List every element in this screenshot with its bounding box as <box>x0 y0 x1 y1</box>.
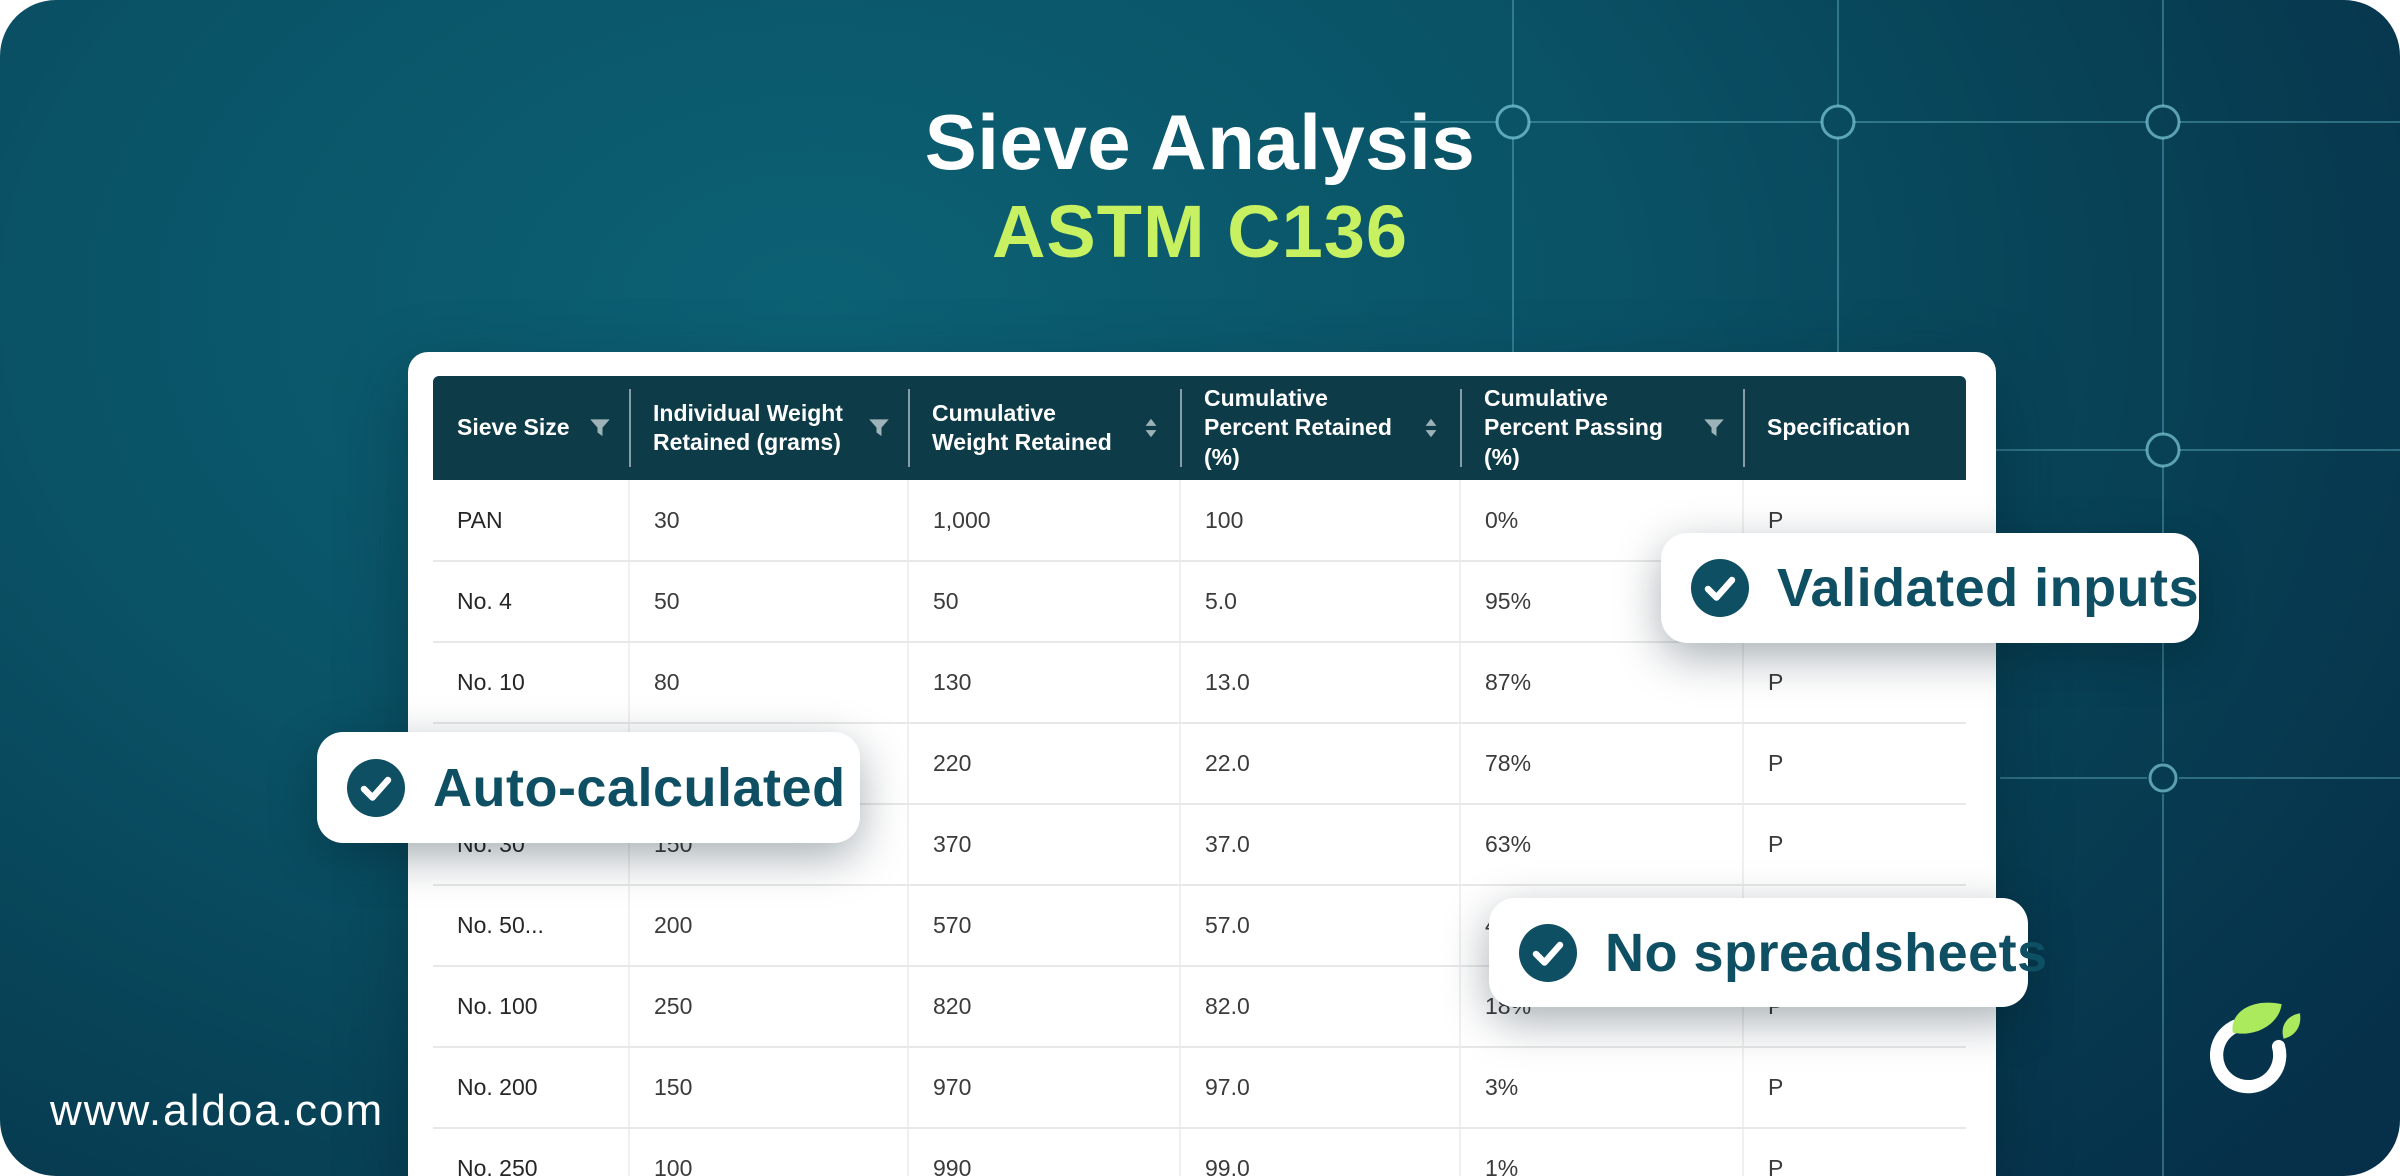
callout-no-spreadsheets: No spreadsheets <box>1489 898 2047 1007</box>
table-cell: 78% <box>1459 723 1743 806</box>
table-cell: 63% <box>1459 804 1743 887</box>
website-url: www.aldoa.com <box>50 1086 385 1135</box>
table-cell: P <box>1742 723 1966 806</box>
table-cell: 50 <box>628 561 908 644</box>
table-cell: 97.0 <box>1179 1047 1460 1130</box>
column-label: Individual Weight Retained (grams) <box>653 399 843 456</box>
table-cell: 570 <box>907 885 1180 968</box>
table-row: No. 250 100 990 99.0 1% P <box>433 1128 1966 1176</box>
filter-icon[interactable] <box>1701 415 1727 441</box>
table-cell: 150 <box>628 1047 908 1130</box>
table-cell: No. 10 <box>433 642 629 725</box>
table-cell: 5.0 <box>1179 561 1460 644</box>
table-cell: 50 <box>907 561 1180 644</box>
table-cell: 1,000 <box>907 480 1180 563</box>
table-cell: 3% <box>1459 1047 1743 1130</box>
table-cell: 1% <box>1459 1128 1743 1176</box>
table-cell: 370 <box>907 804 1180 887</box>
table-cell: 200 <box>628 885 908 968</box>
column-label: Cumulative Percent Retained (%) <box>1204 385 1392 470</box>
table-cell: 220 <box>907 723 1180 806</box>
table-cell: 250 <box>628 966 908 1049</box>
column-label: Cumulative Weight Retained <box>932 399 1112 456</box>
table-cell: 990 <box>907 1128 1180 1176</box>
aldoa-fruit-logo <box>2192 998 2304 1110</box>
table-cell: 820 <box>907 966 1180 1049</box>
table-row: No. 10 80 130 13.0 87% P <box>433 642 1966 725</box>
table-cell: 970 <box>907 1047 1180 1130</box>
table-cell: No. 200 <box>433 1047 629 1130</box>
table-cell: 150 <box>628 804 908 887</box>
column-header-specification[interactable]: Specification <box>1743 376 1966 481</box>
table-cell: No. 50... <box>433 885 629 968</box>
table-cell: P <box>1742 1047 1966 1130</box>
grid-node-icon <box>2148 763 2178 793</box>
table-cell: 57.0 <box>1179 885 1460 968</box>
table-cell: 99.0 <box>1179 1128 1460 1176</box>
callout-auto-calculated: Auto-calculated <box>317 732 860 843</box>
table-cell: 30 <box>628 480 908 563</box>
logo-leaf-small <box>2282 1013 2301 1039</box>
column-label: Cumulative Percent Passing (%) <box>1484 385 1663 470</box>
title-block: Sieve Analysis ASTM C136 <box>0 96 2400 275</box>
column-header-cumulative-percent-retained[interactable]: Cumulative Percent Retained (%) <box>1180 376 1460 481</box>
sort-icon[interactable] <box>1138 415 1164 441</box>
callout-label: Validated inputs <box>1777 558 2200 618</box>
check-icon <box>347 758 405 817</box>
column-header-sieve-size[interactable]: Sieve Size <box>433 376 629 481</box>
table-cell: 22.0 <box>1179 723 1460 806</box>
callout-label: Auto-calculated <box>433 757 846 818</box>
column-header-cumulative-weight-retained[interactable]: Cumulative Weight Retained <box>908 376 1180 481</box>
logo-leaf-big <box>2232 1002 2282 1034</box>
column-header-individual-weight-retained-grams[interactable]: Individual Weight Retained (grams) <box>629 376 908 481</box>
table-cell: P <box>1742 804 1966 887</box>
table-cell: 37.0 <box>1179 804 1460 887</box>
table-cell: PAN <box>433 480 629 563</box>
table-row: No. 169022022.078%P <box>433 723 1966 806</box>
table-cell: P <box>1742 1128 1966 1176</box>
table-cell: No. 100 <box>433 966 629 1049</box>
grid-node-icon <box>2145 432 2181 468</box>
table-cell: 87% <box>1459 642 1743 725</box>
check-icon <box>1691 559 1749 617</box>
table-cell: P <box>1742 642 1966 725</box>
page-title: Sieve Analysis <box>924 98 1476 186</box>
table-cell: 130 <box>907 642 1180 725</box>
callout-label: No spreadsheets <box>1605 922 2048 983</box>
table-cell: 100 <box>1179 480 1460 563</box>
filter-icon[interactable] <box>587 415 613 441</box>
table-cell: 100 <box>628 1128 908 1176</box>
table-cell: No. 4 <box>433 561 629 644</box>
table-cell: No. 250 <box>433 1128 629 1176</box>
filter-icon[interactable] <box>866 415 892 441</box>
table-cell: 13.0 <box>1179 642 1460 725</box>
column-label: Sieve Size <box>457 414 570 441</box>
column-header-cumulative-percent-passing[interactable]: Cumulative Percent Passing (%) <box>1460 376 1743 481</box>
table-header-row: Sieve Size Individual Weight Retained (gr… <box>433 376 1966 481</box>
table-row: No. 200 150 970 97.0 3% P <box>433 1047 1966 1130</box>
table-cell: 82.0 <box>1179 966 1460 1049</box>
page-subtitle: ASTM C136 <box>991 190 1409 274</box>
check-icon <box>1519 923 1577 982</box>
sort-icon[interactable] <box>1418 415 1444 441</box>
table-cell: 80 <box>628 642 908 725</box>
column-label: Specification <box>1767 414 1911 441</box>
callout-validated-inputs: Validated inputs <box>1661 533 2199 643</box>
